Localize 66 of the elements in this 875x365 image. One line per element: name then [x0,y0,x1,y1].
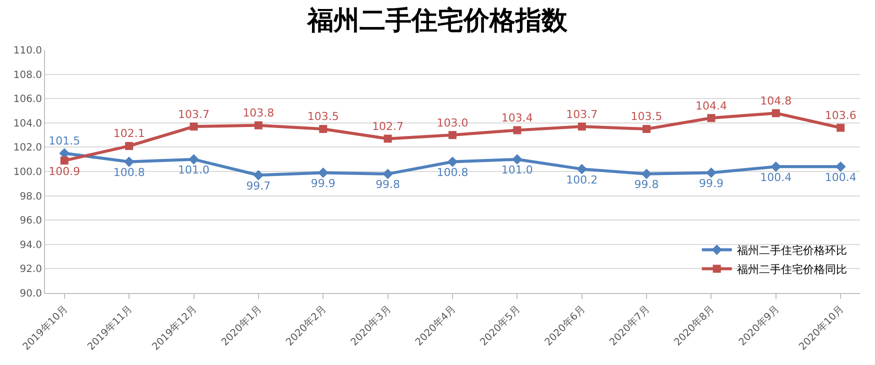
point [254,121,262,130]
point [448,131,456,140]
point [513,126,522,134]
data-label: 101.0 [178,164,210,177]
data-label: 102.1 [113,127,145,140]
point [447,156,458,167]
point [190,122,198,131]
y-tick-label: 98.0 [20,191,42,202]
point [642,124,651,133]
y-tick-label: 94.0 [20,240,42,251]
y-tick-label: 100.0 [13,167,42,178]
data-label: 100.2 [566,173,598,186]
data-label: 99.7 [246,179,271,192]
data-label: 99.8 [376,178,400,192]
point [706,168,716,178]
point [59,148,70,158]
point [836,124,845,132]
data-label: 102.7 [372,120,404,133]
point [835,161,846,172]
point [512,154,522,165]
point [125,142,134,150]
data-label: 103.6 [824,109,856,122]
point [707,114,716,122]
y-tick-label: 108.0 [13,70,42,81]
point [124,156,134,167]
chart-title: 福州二手住宅价格指数 [306,6,568,36]
point [188,154,199,165]
point [641,168,652,180]
y-tick-label: 96.0 [20,216,42,227]
data-label: 104.8 [760,94,792,108]
data-label: 99.9 [698,176,724,190]
y-tick-label: 104.0 [13,118,42,130]
point [253,170,264,180]
point [578,122,586,131]
point [318,168,328,178]
point [772,109,780,118]
data-label: 103.7 [566,108,598,121]
data-label: 103.7 [178,108,210,121]
point [576,164,588,174]
legend-label: 福州二手住宅价格环比 [736,244,847,258]
point [770,161,782,172]
point [319,124,328,133]
data-label: 103.8 [242,106,274,120]
data-label: 99.8 [634,178,659,192]
data-label: 100.8 [113,166,145,180]
point [384,134,392,143]
data-label: 99.9 [310,176,336,190]
data-label: 100.9 [48,164,80,178]
point [60,156,68,165]
y-tick-label: 102.0 [13,142,42,154]
data-label: 103.5 [307,110,339,124]
point [382,168,394,180]
legend-label: 福州二手住宅价格同比 [736,263,847,276]
data-label: 103.5 [630,110,662,124]
data-label: 100.4 [824,170,856,184]
data-label: 103.4 [501,111,533,124]
data-label: 101.5 [48,134,80,148]
y-tick-label: 92.0 [20,264,42,276]
data-label: 104.4 [695,99,727,112]
data-label: 101.0 [501,164,533,177]
data-label: 100.4 [760,170,792,184]
data-label: 100.8 [436,166,468,180]
y-tick-label: 110.0 [13,46,42,56]
y-tick-label: 106.0 [13,94,42,106]
data-label: 103.0 [436,116,468,130]
y-tick-label: 90.0 [20,288,42,300]
